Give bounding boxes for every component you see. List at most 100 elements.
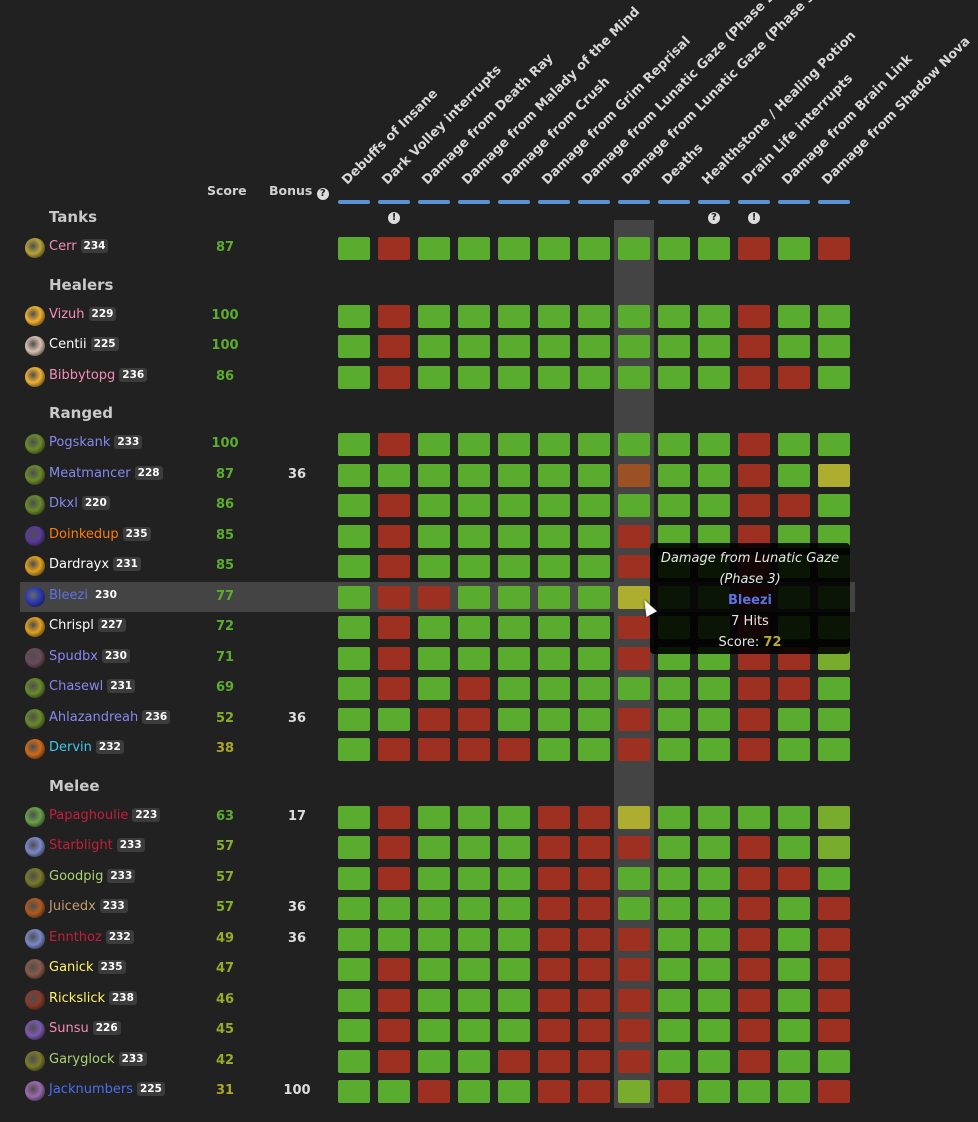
metric-cell[interactable] — [458, 646, 490, 670]
metric-cell[interactable] — [378, 897, 410, 920]
metric-cell[interactable] — [498, 365, 530, 389]
metric-cell[interactable] — [338, 304, 370, 328]
player-row[interactable]: Ganick 235 47 — [0, 954, 978, 985]
metric-cell[interactable] — [498, 677, 530, 700]
metric-cell[interactable] — [738, 237, 770, 260]
metric-cell[interactable] — [658, 463, 690, 487]
metric-cell[interactable] — [698, 237, 730, 260]
metric-cell[interactable] — [738, 463, 770, 487]
metric-cell[interactable] — [698, 1049, 730, 1073]
metric-cell[interactable] — [498, 988, 530, 1012]
metric-cell[interactable] — [738, 304, 770, 328]
metric-cell[interactable] — [698, 805, 730, 829]
metric-cell[interactable] — [378, 805, 410, 829]
metric-cell[interactable] — [338, 927, 370, 951]
player-name[interactable]: Cerr — [49, 239, 77, 254]
metric-cell[interactable] — [618, 866, 650, 890]
metric-cell[interactable] — [658, 365, 690, 389]
metric-cell[interactable] — [458, 585, 490, 609]
player-name-cell[interactable]: Chasewl 231 — [49, 679, 136, 694]
metric-cell[interactable] — [418, 1080, 450, 1103]
metric-cell[interactable] — [498, 463, 530, 487]
metric-cell[interactable] — [818, 365, 850, 389]
player-row[interactable]: Centii 225 100 — [0, 331, 978, 362]
metric-cell[interactable] — [418, 335, 450, 358]
metric-cell[interactable] — [378, 1049, 410, 1073]
metric-cell[interactable] — [698, 365, 730, 389]
metric-cell[interactable] — [578, 1049, 610, 1073]
metric-cell[interactable] — [378, 738, 410, 761]
metric-cell[interactable] — [738, 1019, 770, 1042]
metric-cell[interactable] — [498, 897, 530, 920]
metric-cell[interactable] — [538, 494, 570, 517]
metric-cell[interactable] — [738, 365, 770, 389]
metric-cell[interactable] — [778, 304, 810, 328]
metric-cell[interactable] — [578, 433, 610, 456]
metric-cell[interactable] — [778, 463, 810, 487]
metric-cell[interactable] — [618, 707, 650, 731]
metric-cell[interactable] — [738, 988, 770, 1012]
metric-cell[interactable] — [578, 707, 610, 731]
metric-cell[interactable] — [738, 866, 770, 890]
column-sort-bar[interactable] — [738, 200, 770, 204]
metric-cell[interactable] — [418, 707, 450, 731]
metric-cell[interactable] — [578, 836, 610, 859]
metric-cell[interactable] — [698, 988, 730, 1012]
metric-cell[interactable] — [538, 335, 570, 358]
metric-cell[interactable] — [658, 1049, 690, 1073]
metric-cell[interactable] — [698, 677, 730, 700]
player-row[interactable]: Dervin 232 38 — [0, 734, 978, 765]
metric-cell[interactable] — [498, 335, 530, 358]
player-name[interactable]: Bibbytopg — [49, 367, 116, 383]
metric-cell[interactable] — [338, 555, 370, 578]
metric-cell[interactable] — [818, 335, 850, 358]
player-name[interactable]: Sunsu — [49, 1021, 89, 1036]
metric-cell[interactable] — [498, 555, 530, 578]
column-sort-bar[interactable] — [618, 200, 650, 204]
metric-cell[interactable] — [698, 494, 730, 517]
player-name-cell[interactable]: Doinkedup 235 — [49, 526, 151, 542]
metric-cell[interactable] — [578, 237, 610, 260]
metric-cell[interactable] — [738, 335, 770, 358]
metric-cell[interactable] — [738, 494, 770, 517]
metric-cell[interactable] — [618, 1019, 650, 1042]
metric-cell[interactable] — [418, 646, 450, 670]
metric-cell[interactable] — [378, 585, 410, 609]
column-sort-bar[interactable] — [338, 200, 370, 204]
player-row[interactable]: Vizuh 229 100 — [0, 301, 978, 332]
metric-cell[interactable] — [698, 463, 730, 487]
metric-cell[interactable] — [538, 707, 570, 731]
metric-cell[interactable] — [538, 524, 570, 548]
metric-cell[interactable] — [458, 866, 490, 890]
metric-cell[interactable] — [498, 927, 530, 951]
metric-cell[interactable] — [498, 524, 530, 548]
player-row[interactable]: Rickslick 238 46 — [0, 985, 978, 1016]
metric-cell[interactable] — [778, 677, 810, 700]
metric-cell[interactable] — [418, 805, 450, 829]
player-name[interactable]: Papaghoulie — [49, 807, 129, 823]
metric-cell[interactable] — [738, 1080, 770, 1103]
metric-cell[interactable] — [498, 646, 530, 670]
metric-cell[interactable] — [418, 1049, 450, 1073]
metric-cell[interactable] — [498, 958, 530, 981]
metric-cell[interactable] — [618, 616, 650, 639]
metric-cell[interactable] — [578, 555, 610, 578]
metric-cell[interactable] — [458, 1080, 490, 1103]
metric-cell[interactable] — [418, 524, 450, 548]
metric-cell[interactable] — [698, 707, 730, 731]
player-row[interactable]: Papaghoulie 223 63 17 — [0, 802, 978, 833]
metric-cell[interactable] — [378, 1019, 410, 1042]
metric-cell[interactable] — [818, 1049, 850, 1073]
metric-cell[interactable] — [338, 463, 370, 487]
player-name[interactable]: Garyglock — [49, 1051, 115, 1067]
metric-cell[interactable] — [618, 1080, 650, 1103]
metric-cell[interactable] — [458, 1049, 490, 1073]
player-name[interactable]: Chrispl — [49, 618, 94, 633]
metric-cell[interactable] — [418, 585, 450, 609]
player-name-cell[interactable]: Ganick 235 — [49, 960, 126, 975]
metric-cell[interactable] — [418, 988, 450, 1012]
metric-cell[interactable] — [658, 677, 690, 700]
metric-cell[interactable] — [338, 433, 370, 456]
metric-cell[interactable] — [538, 646, 570, 670]
metric-cell[interactable] — [538, 738, 570, 761]
